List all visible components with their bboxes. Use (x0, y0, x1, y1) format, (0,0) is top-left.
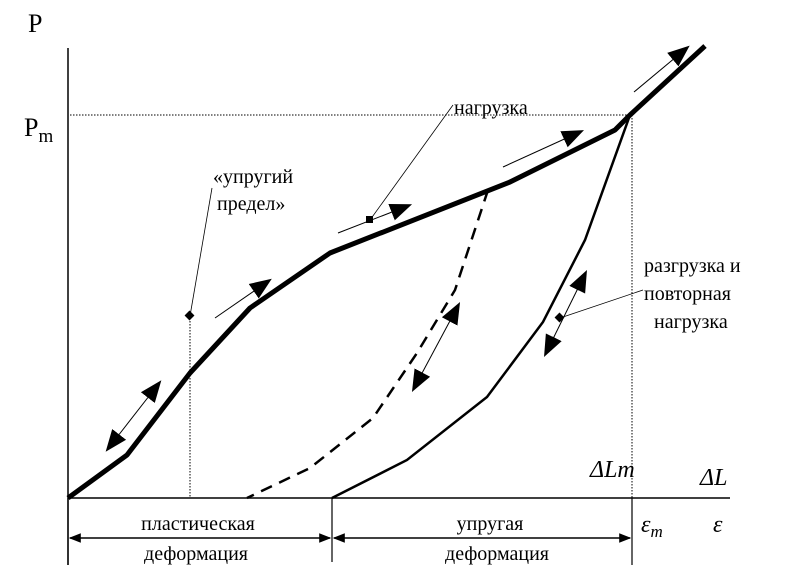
loading-arrow-1 (214, 278, 272, 319)
x-axis-label-dl: ΔL (699, 465, 727, 491)
unloading-label-2: повторная (644, 283, 731, 305)
dashed-double-arrow (411, 302, 461, 392)
dlm-label: ΔLm (589, 457, 635, 483)
loading-leader (369, 104, 454, 221)
elastic-double-arrow (105, 380, 162, 452)
y-axis-label: P (28, 9, 42, 38)
elastic-limit-leader (189, 187, 213, 317)
elastic-limit-label-2: предел» (217, 193, 285, 215)
loading-arrow-4 (633, 45, 690, 93)
unloading-label-3: нагрузка (654, 311, 728, 333)
unloading-marker (554, 312, 565, 323)
plastic-range-label-1: пластическая (141, 513, 255, 535)
loading-arrow-3 (502, 130, 585, 168)
em-label: εm (641, 512, 663, 541)
unloading-curve (331, 114, 632, 500)
x-axis-label-e: ε (713, 512, 723, 538)
loading-curve (66, 44, 707, 501)
loading-marker (366, 216, 373, 223)
unloading-double-arrow (544, 270, 587, 357)
elastic-range-label-2: деформация (445, 543, 549, 565)
loading-arrow-2 (337, 203, 413, 234)
loading-label: нагрузка (454, 97, 528, 119)
elastic-limit-label-1: «упругий (213, 166, 293, 188)
plastic-range-label-2: деформация (144, 543, 248, 565)
elastic-range-label-1: упругая (457, 513, 524, 535)
unloading-label-1: разгрузка и (644, 255, 741, 277)
intermediate-unloading-curve (246, 189, 490, 500)
elastic-limit-marker (184, 310, 195, 321)
unloading-leader (559, 289, 644, 319)
pm-label: Pm (24, 113, 53, 147)
